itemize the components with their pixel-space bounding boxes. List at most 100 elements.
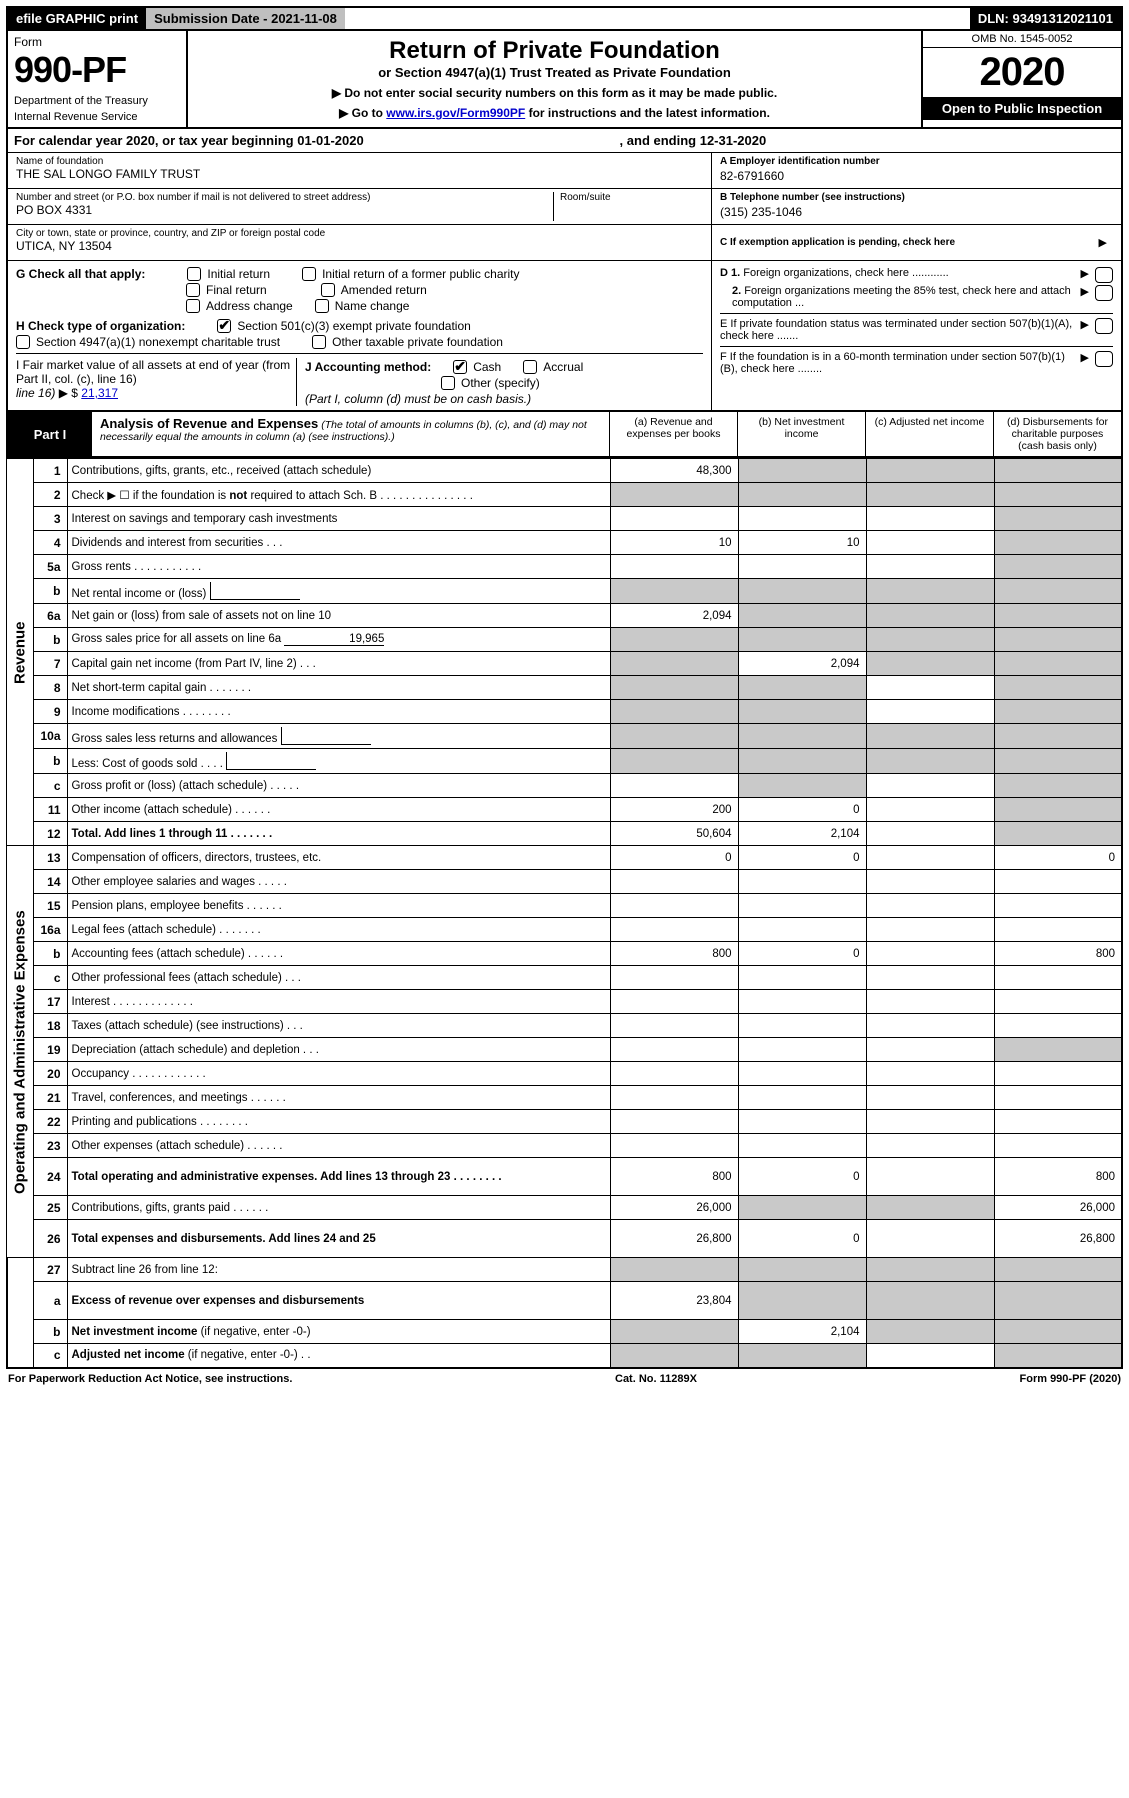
line-desc: Gross sales price for all assets on line…	[67, 628, 610, 652]
g-final-return-checkbox[interactable]	[186, 283, 200, 297]
form990pf-link[interactable]: www.irs.gov/Form990PF	[386, 106, 525, 120]
line-desc: Interest . . . . . . . . . . . . .	[67, 990, 610, 1014]
amount-cell: 200	[610, 798, 738, 822]
amount-cell	[994, 579, 1122, 604]
g-address-change-checkbox[interactable]	[186, 299, 200, 313]
amount-cell	[738, 749, 866, 774]
j-other-checkbox[interactable]	[441, 376, 455, 390]
line-desc: Gross profit or (loss) (attach schedule)…	[67, 774, 610, 798]
h-other-taxable-checkbox[interactable]	[312, 335, 326, 349]
amount-cell	[610, 724, 738, 749]
line-number: 19	[33, 1038, 67, 1062]
line-number: 8	[33, 676, 67, 700]
f-checkbox[interactable]	[1095, 351, 1113, 367]
i-fmv-link[interactable]: 21,317	[81, 386, 118, 400]
j-accrual-checkbox[interactable]	[523, 360, 537, 374]
d1-row: D 1. Foreign organizations, check here .…	[720, 267, 1113, 283]
amount-cell	[738, 918, 866, 942]
amount-cell	[610, 1014, 738, 1038]
j-cash-checkbox[interactable]	[453, 360, 467, 374]
amount-cell	[738, 628, 866, 652]
table-row: 26Total expenses and disbursements. Add …	[7, 1220, 1122, 1258]
phone-label: B Telephone number (see instructions)	[720, 192, 1113, 203]
table-row: 8Net short-term capital gain . . . . . .…	[7, 676, 1122, 700]
line-number: 13	[33, 846, 67, 870]
addr-label: Number and street (or P.O. box number if…	[16, 192, 553, 203]
h-501c3-checkbox[interactable]	[217, 319, 231, 333]
line-desc: Total expenses and disbursements. Add li…	[67, 1220, 610, 1258]
form-number: 990-PF	[14, 49, 180, 91]
line-desc: Less: Cost of goods sold . . . .	[67, 749, 610, 774]
h-opt-1: Section 501(c)(3) exempt private foundat…	[237, 319, 470, 333]
amount-cell	[866, 846, 994, 870]
check-boxes-block: G Check all that apply: Initial return I…	[6, 261, 1123, 412]
d2-row: 2. Foreign organizations meeting the 85%…	[720, 285, 1113, 309]
e-row: E If private foundation status was termi…	[720, 313, 1113, 342]
city-value: UTICA, NY 13504	[16, 239, 703, 253]
amount-cell	[610, 894, 738, 918]
table-row: 3Interest on savings and temporary cash …	[7, 507, 1122, 531]
amount-cell	[738, 966, 866, 990]
table-row: 25Contributions, gifts, grants paid . . …	[7, 1196, 1122, 1220]
amount-cell	[610, 1344, 738, 1368]
amount-cell	[610, 1320, 738, 1344]
amount-cell	[738, 724, 866, 749]
line-desc: Income modifications . . . . . . . .	[67, 700, 610, 724]
exemption-label: C If exemption application is pending, c…	[720, 237, 1093, 248]
line-number: a	[33, 1282, 67, 1320]
amount-cell	[994, 870, 1122, 894]
amount-cell	[994, 1344, 1122, 1368]
line-number: c	[33, 1344, 67, 1368]
h-opt-2: Section 4947(a)(1) nonexempt charitable …	[36, 335, 280, 349]
amount-cell	[738, 1014, 866, 1038]
line-desc: Net investment income (if negative, ente…	[67, 1320, 610, 1344]
name-label: Name of foundation	[16, 156, 703, 167]
g-initial-former-checkbox[interactable]	[302, 267, 316, 281]
amount-cell	[866, 1220, 994, 1258]
amount-cell	[738, 990, 866, 1014]
opexp-side-label: Operating and Administrative Expenses	[7, 846, 33, 1258]
g-name-change-checkbox[interactable]	[315, 299, 329, 313]
table-row: aExcess of revenue over expenses and dis…	[7, 1282, 1122, 1320]
tax-year: 2020	[923, 48, 1121, 97]
amount-cell: 10	[738, 531, 866, 555]
d2-text: Foreign organizations meeting the 85% te…	[732, 285, 1071, 309]
amount-cell	[610, 1038, 738, 1062]
h-4947-checkbox[interactable]	[16, 335, 30, 349]
amount-cell	[610, 1134, 738, 1158]
entity-box: Name of foundation THE SAL LONGO FAMILY …	[6, 153, 1123, 261]
line-number: 26	[33, 1220, 67, 1258]
d1-checkbox[interactable]	[1095, 267, 1113, 283]
e-checkbox[interactable]	[1095, 318, 1113, 334]
table-row: 14Other employee salaries and wages . . …	[7, 870, 1122, 894]
form-note-1: ▶ Do not enter social security numbers o…	[196, 86, 913, 100]
amount-cell	[738, 1196, 866, 1220]
note2-post: for instructions and the latest informat…	[525, 106, 770, 120]
amount-cell	[610, 507, 738, 531]
col-b-header: (b) Net investment income	[737, 412, 865, 456]
amount-cell	[738, 483, 866, 507]
city-label: City or town, state or province, country…	[16, 228, 703, 239]
table-row: bNet investment income (if negative, ent…	[7, 1320, 1122, 1344]
amount-cell	[994, 894, 1122, 918]
g-amended-checkbox[interactable]	[321, 283, 335, 297]
amount-cell	[994, 966, 1122, 990]
amount-cell	[738, 604, 866, 628]
amount-cell	[994, 724, 1122, 749]
g-row-2: Final return Amended return	[16, 283, 703, 297]
g-initial-return-checkbox[interactable]	[187, 267, 201, 281]
dln-label: DLN: 93491312021101	[970, 8, 1121, 29]
line-desc: Pension plans, employee benefits . . . .…	[67, 894, 610, 918]
table-row: 6aNet gain or (loss) from sale of assets…	[7, 604, 1122, 628]
line-number: 1	[33, 459, 67, 483]
amount-cell	[610, 1258, 738, 1282]
amount-cell	[866, 483, 994, 507]
amount-cell	[994, 1062, 1122, 1086]
part1-label: Part I	[8, 412, 92, 456]
city-row: City or town, state or province, country…	[8, 225, 711, 261]
amount-cell	[610, 652, 738, 676]
amount-cell	[866, 1320, 994, 1344]
amount-cell	[610, 749, 738, 774]
side-blank	[7, 1258, 33, 1368]
d2-checkbox[interactable]	[1095, 285, 1113, 301]
